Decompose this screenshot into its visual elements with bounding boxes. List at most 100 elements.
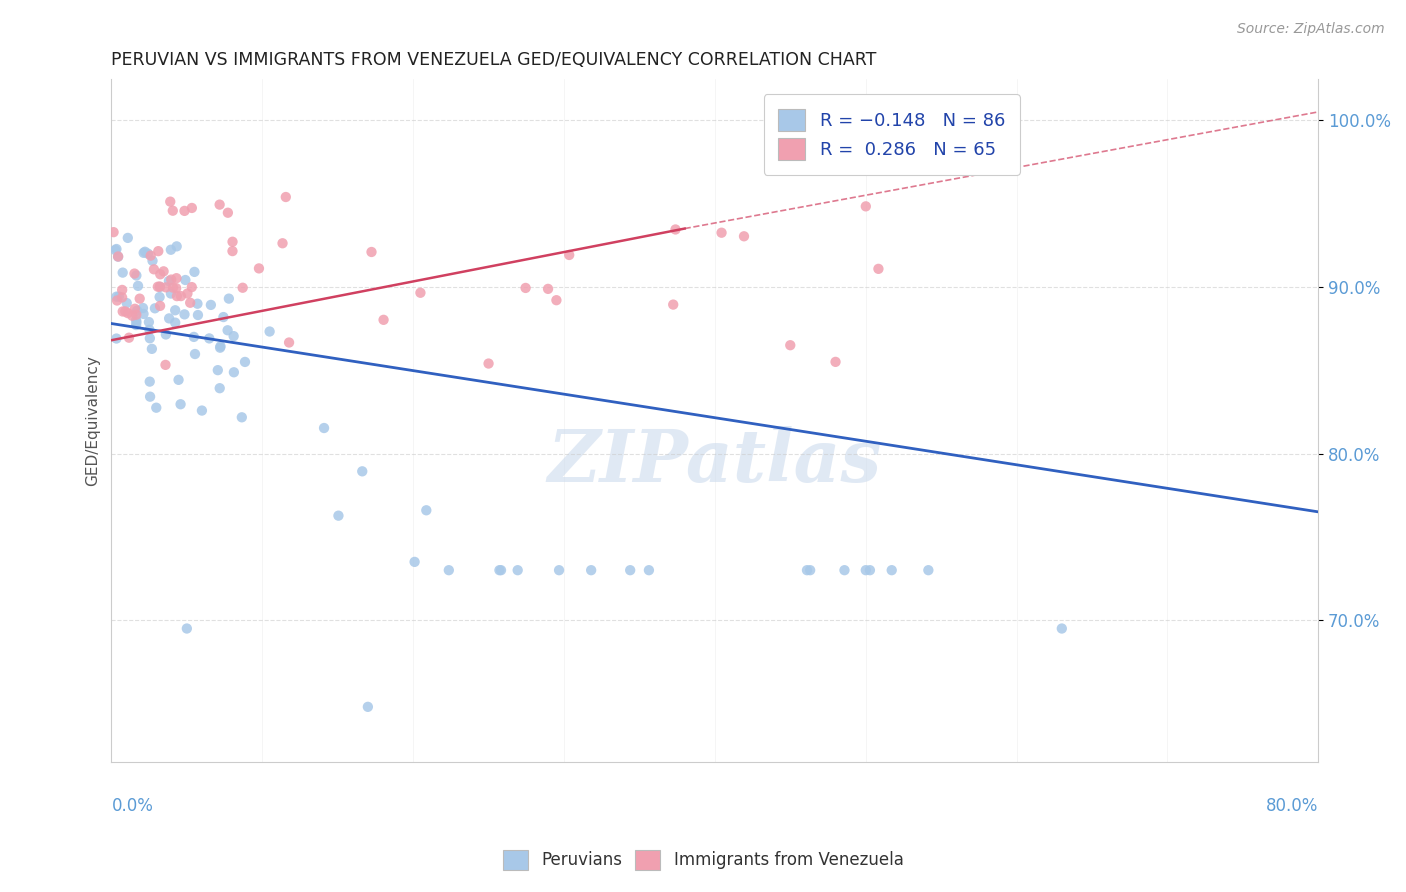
Point [125,308,148,322]
Point [160,286,183,301]
Point [121,309,143,323]
Point [149,290,172,304]
Point [107,250,129,264]
Point [173,307,195,321]
Point [824,355,846,369]
Point [165,303,187,318]
Point [169,397,191,411]
Point [149,299,172,313]
Point [217,323,239,337]
Point [415,503,437,517]
Point [155,358,177,372]
Point [166,289,188,303]
Point [176,286,198,301]
Point [866,163,889,178]
Point [231,410,253,425]
Point [105,242,128,256]
Point [155,280,177,294]
Point [221,235,243,249]
Point [117,306,139,320]
Point [221,244,243,259]
Text: 0.0%: 0.0% [111,797,153,814]
Y-axis label: GED/Equivalency: GED/Equivalency [86,355,100,485]
Point [208,197,231,211]
Point [148,244,170,259]
Point [662,297,685,311]
Point [710,226,733,240]
Point [733,229,755,244]
Text: Source: ZipAtlas.com: Source: ZipAtlas.com [1237,22,1385,37]
Point [165,281,187,295]
Point [373,313,395,327]
Text: ZIPatlas: ZIPatlas [548,425,882,497]
Point [125,313,148,327]
Point [108,289,131,303]
Point [138,323,160,337]
Point [352,464,374,478]
Point [312,421,335,435]
Point [155,327,177,342]
Legend: Peruvians, Immigrants from Venezuela: Peruvians, Immigrants from Venezuela [496,843,910,877]
Point [834,563,856,577]
Point [111,266,134,280]
Point [506,563,529,577]
Point [558,248,581,262]
Point [146,279,169,293]
Point [271,236,294,251]
Point [157,274,180,288]
Point [145,401,167,415]
Point [437,563,460,577]
Point [779,338,801,352]
Point [105,332,128,346]
Point [247,261,270,276]
Point [114,304,136,318]
Point [212,310,235,324]
Point [278,335,301,350]
Point [157,311,180,326]
Point [207,363,229,377]
Point [118,331,141,345]
Point [1050,622,1073,636]
Point [191,403,214,417]
Point [111,283,134,297]
Point [515,281,537,295]
Point [125,318,148,332]
Point [105,290,128,304]
Point [186,296,208,310]
Point [855,199,877,213]
Point [141,253,163,268]
Point [868,261,890,276]
Point [917,563,939,577]
Point [180,201,202,215]
Point [132,301,155,315]
Point [855,563,877,577]
Point [115,296,138,310]
Point [187,308,209,322]
Point [357,699,380,714]
Point [880,563,903,577]
Point [537,282,560,296]
Point [233,355,256,369]
Point [208,381,231,395]
Point [274,190,297,204]
Point [222,329,245,343]
Point [149,267,172,281]
Point [103,225,125,239]
Point [139,249,162,263]
Point [638,563,661,577]
Point [142,262,165,277]
Point [134,244,156,259]
Point [166,239,188,253]
Point [170,289,193,303]
Point [111,290,134,304]
Point [167,373,190,387]
Point [173,203,195,218]
Point [176,622,198,636]
Point [198,331,221,345]
Point [174,273,197,287]
Point [141,342,163,356]
Point [619,563,641,577]
Point [132,245,155,260]
Point [799,563,821,577]
Point [160,243,183,257]
